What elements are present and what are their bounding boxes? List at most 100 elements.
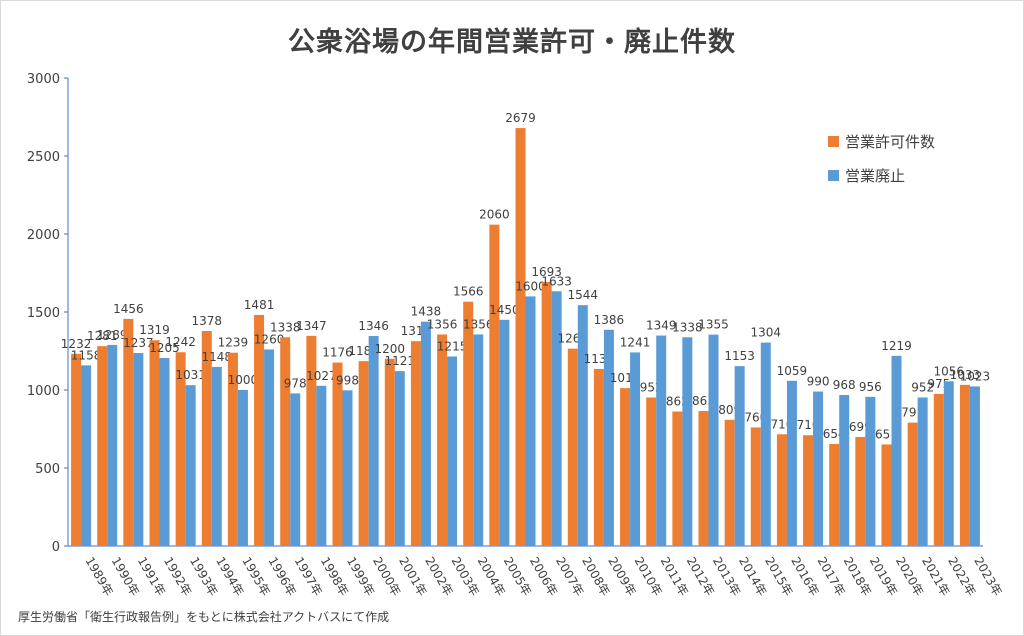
y-tick-label: 500 (35, 462, 60, 477)
data-label-closures: 1121 (385, 354, 416, 368)
data-label-closures: 1205 (149, 341, 180, 355)
data-label-permits: 1347 (296, 319, 327, 333)
chart-title: 公衆浴場の年間営業許可・廃止件数 (288, 27, 736, 58)
bar-permits (724, 419, 735, 546)
bar-permits (881, 444, 892, 546)
bar-closures (551, 291, 562, 546)
bar-closures (813, 391, 824, 546)
data-label-permits: 1693 (531, 265, 562, 279)
bar-permits (410, 341, 421, 546)
data-label-closures: 1215 (437, 339, 468, 353)
bar-permits (855, 436, 866, 546)
data-label-closures: 1219 (881, 339, 912, 353)
bar-permits (541, 281, 552, 546)
bar-permits (384, 358, 395, 546)
bar-closures (473, 334, 484, 546)
bar-closures (185, 385, 196, 546)
data-label-permits: 2679 (505, 111, 536, 125)
bar-permits (97, 346, 108, 546)
data-label-closures: 1338 (672, 320, 703, 334)
bar-permits (489, 224, 500, 546)
bar-closures (159, 358, 170, 546)
data-label-closures: 998 (336, 373, 359, 387)
bar-closures (499, 319, 510, 546)
data-label-permits: 1281 (87, 329, 118, 343)
bar-closures (342, 390, 353, 546)
legend-label: 営業廃止 (845, 166, 906, 185)
bar-closures (969, 386, 980, 546)
bar-closures (237, 390, 248, 546)
bar-permits (280, 337, 291, 546)
bar-permits (227, 352, 238, 546)
data-label-closures: 1289 (97, 328, 128, 342)
legend-swatch (828, 135, 839, 147)
data-label-permits: 1456 (113, 302, 144, 316)
y-tick-label: 2500 (27, 150, 60, 165)
bar-closures (839, 394, 850, 546)
y-tick-label: 1000 (27, 384, 60, 399)
bar-permits (332, 362, 343, 546)
bar-closures (525, 296, 536, 546)
data-label-permits: 1242 (165, 335, 196, 349)
data-label-closures: 1355 (698, 318, 729, 332)
bar-permits (149, 340, 160, 546)
bar-permits (776, 434, 787, 546)
bar-closures (708, 334, 719, 546)
bar-closures (630, 352, 641, 546)
data-label-closures: 1148 (202, 350, 233, 364)
data-label-closures: 1450 (489, 303, 520, 317)
bar-closures (917, 397, 928, 546)
data-label-permits: 1176 (322, 346, 353, 360)
bar-closures (211, 366, 222, 546)
data-label-permits: 1566 (453, 285, 484, 299)
bar-closures (420, 321, 431, 546)
bar-permits (567, 348, 578, 546)
bar-closures (786, 380, 797, 546)
bar-closures (368, 336, 379, 546)
data-label-permits: 1378 (192, 314, 223, 328)
data-label-permits: 1481 (244, 298, 275, 312)
bar-closures (734, 366, 745, 546)
bar-permits (646, 397, 657, 546)
bar-permits (306, 335, 317, 546)
data-label-closures: 956 (859, 380, 882, 394)
data-label-closures: 1304 (751, 326, 782, 340)
bar-permits (358, 361, 369, 546)
bar-permits (593, 368, 604, 546)
bar-permits (803, 435, 814, 546)
bar-permits (620, 388, 631, 546)
data-label-closures: 1027 (306, 369, 337, 383)
data-label-closures: 1600 (515, 279, 546, 293)
data-label-closures: 1438 (411, 305, 442, 319)
bar-closures (943, 381, 954, 546)
legend-swatch (828, 169, 839, 181)
data-label-closures: 1356 (463, 317, 494, 331)
legend: 営業許可件数 営業廃止 (828, 124, 935, 192)
data-label-permits: 1239 (218, 336, 249, 350)
bar-closures (682, 337, 693, 546)
bar-closures (394, 371, 405, 546)
bar-permits (907, 422, 918, 546)
data-label-closures: 1158 (71, 348, 102, 362)
data-label-permits: 1338 (270, 320, 301, 334)
data-label-closures: 1000 (228, 373, 259, 387)
bar-closures (603, 329, 614, 546)
data-label-closures: 952 (911, 380, 934, 394)
data-label-permits: 1232 (61, 337, 92, 351)
legend-label: 営業許可件数 (845, 132, 936, 151)
data-label-permits: 1356 (427, 317, 458, 331)
data-label-closures: 1633 (541, 274, 572, 288)
bar-closures (760, 342, 771, 546)
bar-closures (891, 355, 902, 546)
data-label-permits: 1319 (139, 323, 170, 337)
bar-closures (865, 396, 876, 546)
data-label-closures: 978 (284, 376, 307, 390)
data-label-permits: 2060 (479, 208, 510, 222)
bar-closures (290, 393, 301, 546)
bar-permits (437, 334, 448, 546)
bar-permits (201, 331, 212, 546)
bar-permits (254, 314, 265, 546)
bar-closures (107, 344, 118, 546)
